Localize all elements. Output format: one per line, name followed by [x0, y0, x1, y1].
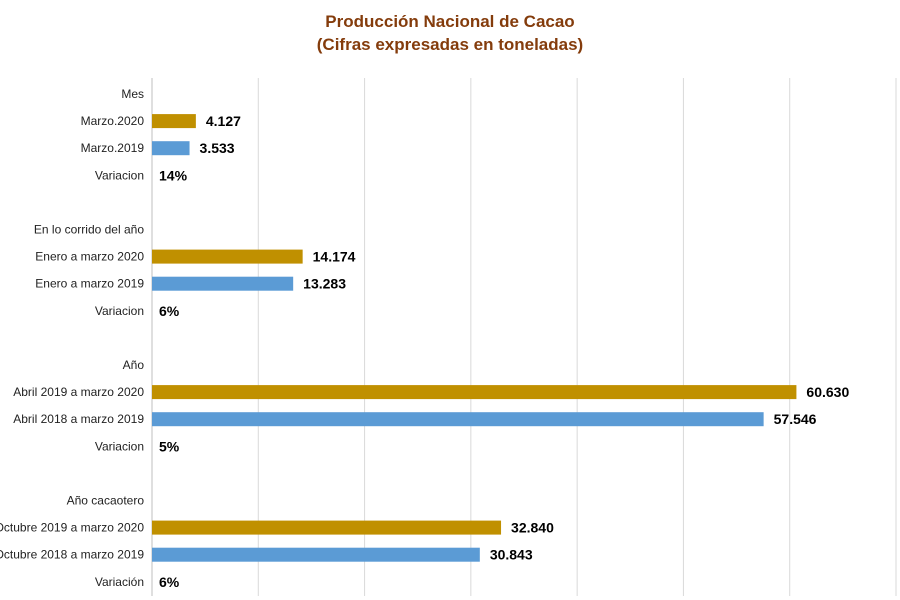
- bar-previous: [152, 141, 190, 156]
- data-label: 32.840: [511, 520, 554, 536]
- variation-label: 14%: [159, 167, 188, 183]
- bar-previous: [152, 547, 480, 562]
- bar-current: [152, 520, 502, 535]
- data-label: 57.546: [774, 411, 817, 427]
- data-label: 3.533: [200, 140, 235, 156]
- category-label: Mes: [121, 87, 144, 101]
- category-labels: Mes Marzo.2020 Marzo.2019 Variacion En lo co…: [0, 87, 144, 589]
- bars: [152, 114, 797, 562]
- category-label: Variacion: [95, 304, 144, 318]
- bar-previous: [152, 276, 294, 291]
- value-labels: 4.127 3.533 14% 14.174 13.283 6% 60.630 57.546 5…: [159, 113, 849, 590]
- chart-title: Producción Nacional de Cacao: [325, 12, 575, 31]
- category-label: Año: [123, 358, 145, 372]
- data-label: 60.630: [806, 384, 849, 400]
- bar-current: [152, 385, 797, 400]
- data-label: 30.843: [490, 547, 533, 563]
- category-label: Variación: [95, 575, 144, 589]
- category-label: Enero a marzo 2020: [35, 250, 144, 264]
- gridlines: [151, 78, 897, 596]
- category-label: En lo corrido del año: [34, 223, 144, 237]
- data-label: 4.127: [206, 113, 241, 129]
- category-label: Variacion: [95, 168, 144, 182]
- category-label: Octubre 2018 a marzo 2019: [0, 548, 144, 562]
- data-label: 14.174: [313, 249, 356, 265]
- category-label: Marzo.2020: [81, 114, 145, 128]
- variation-label: 6%: [159, 303, 180, 319]
- category-label: Abril 2019 a marzo 2020: [13, 385, 144, 399]
- category-label: Variacion: [95, 439, 144, 453]
- data-label: 13.283: [303, 276, 346, 292]
- category-label: Año cacaotero: [67, 494, 145, 508]
- chart-subtitle: (Cifras expresadas en toneladas): [316, 35, 584, 54]
- variation-label: 6%: [159, 574, 180, 590]
- category-label: Enero a marzo 2019: [35, 277, 144, 291]
- category-label: Abril 2018 a marzo 2019: [13, 412, 144, 426]
- variation-label: 5%: [159, 438, 180, 454]
- bar-current: [152, 249, 303, 264]
- bar-current: [152, 114, 196, 129]
- category-label: Marzo.2019: [81, 141, 145, 155]
- category-label: Octubre 2019 a marzo 2020: [0, 521, 144, 535]
- bar-previous: [152, 412, 764, 427]
